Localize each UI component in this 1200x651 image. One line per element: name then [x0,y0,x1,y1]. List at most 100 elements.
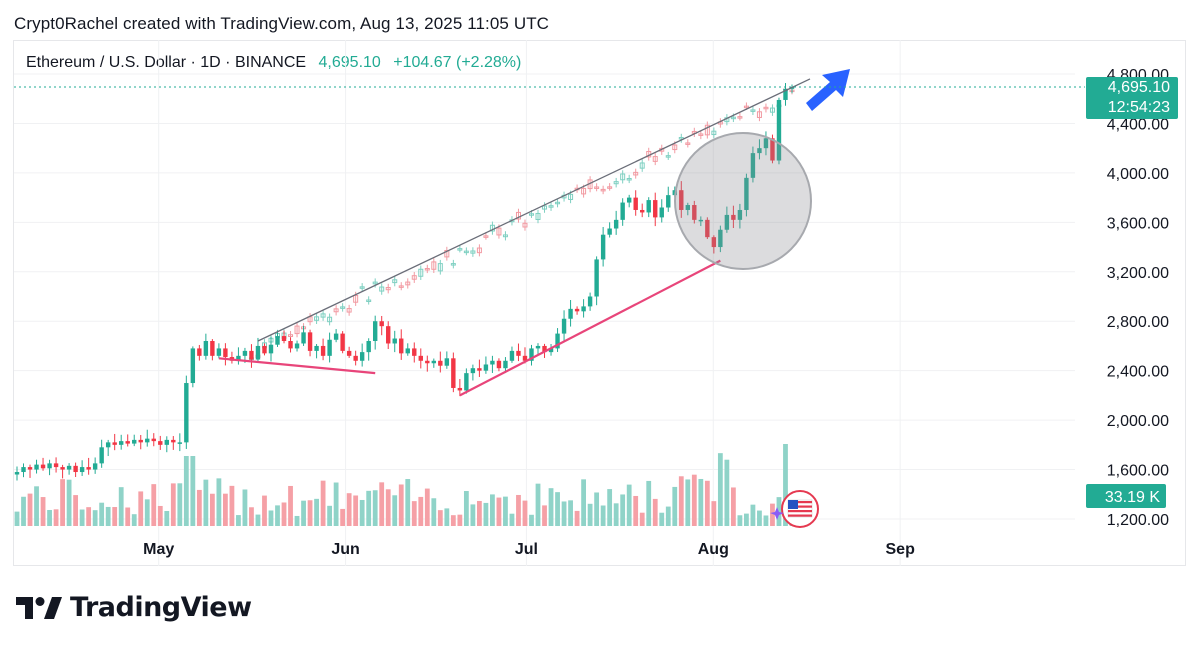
volume-bar [53,509,59,526]
overlay-candle-body [463,250,469,254]
candle-body [594,259,599,297]
candle-body [53,463,59,468]
price-tags: 4,695.10 12:54:23 33.19 K [770,76,1178,528]
candle-body [503,360,508,369]
overlay-candle-body [457,248,463,251]
volume-bar [60,479,65,526]
symbol-legend[interactable]: Ethereum / U.S. Dollar · 1D · BINANCE 4,… [26,54,521,72]
volume-bar [40,497,46,526]
y-tick-label: 1,200.00 [1107,512,1169,529]
volume-bar [724,459,730,526]
volume-bar [21,496,26,526]
candle-body [750,153,756,178]
volume-bar [672,486,678,526]
candle-body [737,209,743,220]
volume-bar [678,476,684,526]
candle-body [320,345,326,356]
overlay-candle-body [496,227,502,236]
flag-news-icon [770,490,819,528]
candle-body [457,387,463,391]
volume-bar [281,502,287,526]
y-tick-label: 4,400.00 [1107,116,1169,133]
x-tick-label: Aug [698,541,729,558]
volume-bar [607,489,613,526]
volume-bar [79,509,85,526]
pink-trendline-2 [459,259,721,397]
volume-bar [737,515,743,526]
x-tick-label: May [143,541,174,558]
volume-bar [620,494,626,526]
candle-body [392,338,397,344]
volume-bar [646,480,652,526]
overlay-candle-body [314,316,320,321]
volume-bar [717,453,723,526]
y-tick-label: 3,200.00 [1107,265,1169,282]
candle-body [483,364,489,371]
candle-body [210,341,215,356]
overlay-candle-body [743,105,749,109]
flag-stripe [788,505,812,508]
candle-body [190,348,196,384]
volume-bar [294,515,300,526]
candle-body [21,467,26,473]
candle-body [255,345,261,360]
overlay-candle-body [385,286,391,291]
overlay-candle-body [346,308,352,313]
volume-bar [73,495,79,526]
candle-body [659,207,664,218]
volume-bar [112,507,118,526]
volume-bar [105,506,111,526]
overlay-candle-body [737,116,743,119]
chart-frame[interactable] [13,40,1186,566]
drawings [14,69,1085,397]
volume-bar [587,503,593,526]
symbol-name[interactable]: Ethereum / U.S. Dollar · 1D · BINANCE [26,54,307,71]
candle-body [451,358,456,388]
volume-bar [633,495,639,526]
tradingview-logo[interactable]: TradingView [16,592,252,623]
volume-bar [431,498,437,526]
overlay-candle-body [483,235,489,238]
candle-body [151,438,156,442]
candle-body [125,441,130,444]
candle-body [14,472,20,475]
volume-bar [229,485,235,526]
overlay-candle-body [678,136,684,140]
volume-bar [236,515,241,526]
overlay-candle-body [613,181,619,185]
price-axis: 4,800.004,400.004,000.003,600.003,200.00… [1107,67,1169,529]
x-tick-label: Jul [515,541,538,558]
volume-bar [125,507,131,526]
candle-body [60,467,65,470]
volume-bar [639,512,645,526]
candle-body [776,99,782,161]
candle-body [405,348,410,354]
overlay-candle-body [320,313,326,318]
candle-body [620,202,625,220]
volume-bar [594,492,600,526]
volume-bar [118,487,124,526]
overlay-candle-body [555,201,561,205]
candle-body [314,345,319,351]
candle-body [203,341,209,356]
volume-bar [392,495,398,526]
candle-body [158,441,163,445]
volume-bar [190,456,196,526]
candle-body [327,339,332,356]
candle-body [477,368,482,371]
volume-bar [346,493,352,526]
volume-bar [14,511,20,526]
overlay-candle-body [418,268,424,277]
overlay-candle-body [704,124,710,136]
overlay-candle-body [437,263,443,272]
overlay-candle-body [372,281,378,285]
volume-bar [66,479,72,526]
overlay-candle-body [288,334,294,338]
volume-bar [450,515,456,526]
candle-body [346,350,352,356]
volume-bar [535,483,541,526]
overlay-candle-body [431,261,437,270]
sparkle-icon [770,507,784,520]
volume-bar [209,493,215,526]
